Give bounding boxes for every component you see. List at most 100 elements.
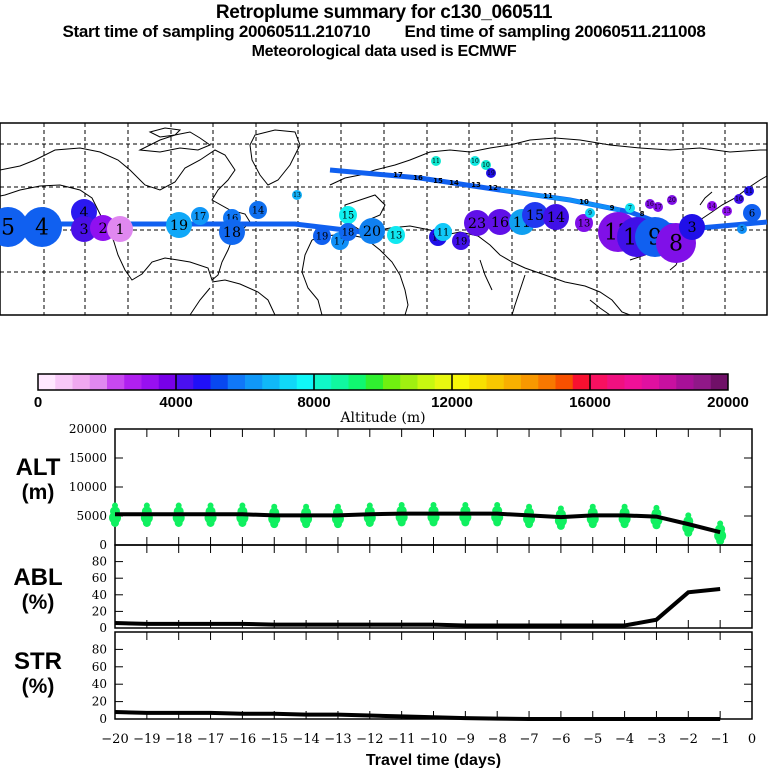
- map-marker: 13: [292, 190, 302, 200]
- map-marker: 5: [0, 207, 28, 247]
- marker-label: 18: [223, 225, 241, 241]
- y-tick-label: 5000: [76, 509, 107, 523]
- series-line: [114, 587, 721, 628]
- marker-circle: [313, 227, 331, 245]
- str-label: STR: [14, 648, 62, 675]
- trajectory-label: 12: [488, 184, 498, 192]
- altitude-scatter-point: [207, 502, 214, 509]
- altitude-scatter-point: [398, 501, 405, 508]
- timeseries-panels: 0 5000 10000 15000 20000 0 20 40 60 80 0 20 40 60 80 −2…: [69, 422, 756, 768]
- map-marker: 19: [452, 232, 470, 250]
- colorbar-swatch: [193, 374, 211, 390]
- x-tick-label: −17: [197, 732, 224, 747]
- colorbar-swatch: [503, 374, 522, 390]
- colorbar-tick-label: 4000: [159, 394, 192, 411]
- x-tick-label: −8: [488, 732, 507, 747]
- trajectory-labels: 17 16 15 14 13 12 11 10 9 8: [393, 171, 644, 218]
- x-tick-label: −16: [229, 732, 256, 747]
- x-tick-label: −7: [519, 732, 538, 747]
- marker-label: 20: [363, 224, 381, 240]
- map-marker: 16: [487, 209, 513, 235]
- altitude-scatter-point: [366, 502, 373, 509]
- x-tick-label: −12: [356, 732, 383, 747]
- trajectory-label: 16: [413, 174, 423, 182]
- y-tick-label: 80: [92, 555, 107, 569]
- colorbar-swatch: [38, 374, 56, 390]
- marker-label: 13: [390, 230, 403, 241]
- plot-title: Retroplume summary for c130_060511: [215, 2, 553, 23]
- marker-circle: [486, 168, 496, 178]
- map-marker: 13: [575, 214, 593, 232]
- y-tick-label: 20000: [69, 422, 107, 436]
- panel-frame: [114, 631, 753, 720]
- alt-panel-label: ALT (m): [12, 454, 64, 504]
- altitude-scatter-point: [334, 503, 341, 510]
- map-marker: 13: [722, 206, 732, 216]
- series-line: [115, 511, 721, 535]
- marker-label: 18: [342, 227, 355, 238]
- x-tick-label: −13: [324, 732, 351, 747]
- map-marker: 5: [737, 224, 747, 234]
- altitude-scatter-point: [462, 501, 469, 508]
- colorbar-swatch: [365, 374, 384, 390]
- colorbar-swatch: [176, 374, 194, 390]
- colorbar-swatch: [400, 374, 418, 390]
- colorbar-swatch: [55, 374, 73, 390]
- map-marker: 1: [107, 216, 133, 242]
- marker-circle: [71, 216, 97, 242]
- map-marker: 15: [339, 206, 357, 224]
- marker-label: 23: [468, 216, 486, 232]
- map-marker: 17: [653, 202, 663, 212]
- colorbar-swatch: [607, 374, 625, 390]
- marker-circle: [191, 207, 209, 225]
- marker-label: 16: [491, 215, 509, 231]
- panel-alt: 0 5000 10000 15000 20000: [69, 422, 753, 552]
- marker-label: 8: [669, 232, 683, 257]
- start-time-label: Start time of sampling 20060511.210710: [62, 22, 371, 41]
- map-marker: 20: [667, 195, 677, 205]
- altitude-scatter-point: [143, 502, 150, 509]
- map-marker: 14: [707, 201, 717, 211]
- marker-circle: [679, 214, 705, 240]
- map-marker: 14: [249, 201, 267, 219]
- altitude-scatter-point: [717, 520, 724, 527]
- colorbar-swatch: [124, 374, 142, 390]
- marker-circle: [431, 156, 441, 166]
- map-marker: 10: [470, 156, 480, 166]
- marker-label: 4: [35, 216, 49, 241]
- str-unit: (%): [21, 675, 55, 698]
- map-marker: 4: [22, 207, 62, 247]
- panel-frame: [114, 544, 753, 629]
- colorbar-swatch: [624, 374, 643, 390]
- marker-circle: [487, 209, 513, 235]
- x-tick-label: −5: [583, 732, 602, 747]
- colorbar-swatch: [72, 374, 91, 390]
- marker-label: 1: [115, 222, 124, 238]
- marker-label: 19: [316, 231, 329, 242]
- marker-circle: [339, 206, 357, 224]
- marker-label: 11: [745, 188, 753, 195]
- marker-circle: [481, 160, 491, 170]
- x-tick-label: −9: [456, 732, 475, 747]
- map-marker: 9: [585, 208, 595, 218]
- abl-unit: (%): [21, 591, 55, 614]
- marker-label: 11: [437, 227, 450, 238]
- y-tick-label: 0: [99, 621, 107, 635]
- map-marker: 3: [679, 214, 705, 240]
- altitude-scatter-point: [557, 505, 564, 512]
- colorbar-tick-label: 16000: [569, 394, 611, 411]
- marker-circle: [653, 202, 663, 212]
- marker-circle: [734, 194, 744, 204]
- marker-circle: [219, 219, 245, 245]
- map-marker: 13: [387, 226, 405, 244]
- alt-label: ALT: [15, 454, 61, 481]
- altitude-scatter-point: [112, 502, 118, 509]
- colorbar-swatch: [107, 374, 125, 390]
- trajectory-label: 17: [393, 171, 403, 179]
- x-tick-label: −1: [711, 732, 730, 747]
- marker-label: 13: [723, 208, 731, 215]
- marker-circle: [585, 208, 595, 218]
